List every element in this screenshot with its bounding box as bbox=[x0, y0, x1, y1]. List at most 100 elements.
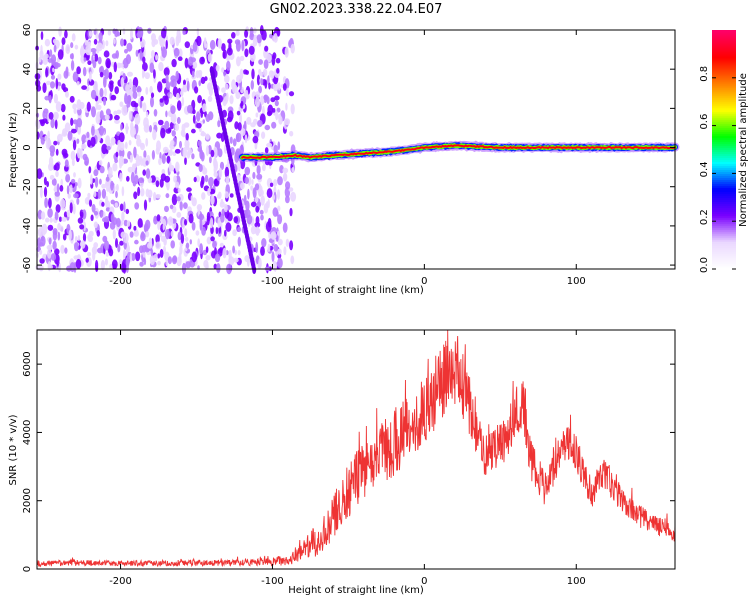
spectrogram-noise-blob bbox=[40, 235, 46, 247]
spectrogram-noise-blob bbox=[225, 176, 230, 185]
spectrogram-noise-blob bbox=[182, 147, 188, 159]
spectrogram-noise-blob bbox=[255, 205, 260, 213]
spectrogram-noise-blob bbox=[47, 248, 52, 259]
spectrogram-noise-blob bbox=[290, 103, 295, 115]
spectrogram-noise-blob bbox=[160, 127, 166, 139]
spectrogram-noise-blob bbox=[48, 237, 52, 245]
colorbar-segment bbox=[712, 35, 736, 39]
spectrogram-noise-blob bbox=[103, 76, 107, 88]
spectrogram-noise-blob bbox=[247, 188, 250, 200]
spectrogram-noise-blob bbox=[165, 74, 169, 83]
spectrogram-noise-blob bbox=[97, 189, 102, 200]
colorbar-segment bbox=[712, 225, 736, 228]
spectrogram-noise-blob bbox=[184, 57, 189, 69]
spectrogram-noise-blob bbox=[234, 121, 239, 130]
spectrogram-noise-blob bbox=[84, 197, 91, 205]
colorbar-segment bbox=[712, 51, 736, 55]
spectrogram-noise-blob bbox=[205, 145, 209, 157]
colorbar-segment bbox=[712, 181, 736, 184]
spectrogram-noise-blob bbox=[119, 203, 124, 212]
spectrogram-noise-blob bbox=[216, 132, 223, 139]
spectrogram-noise-blob bbox=[163, 245, 166, 255]
spectrogram-noise-blob bbox=[76, 117, 83, 128]
spectrogram-noise-blob bbox=[269, 182, 274, 187]
spectrogram-noise-blob bbox=[285, 238, 290, 248]
spectrogram-noise-blob bbox=[232, 229, 237, 237]
spectrogram-noise-blob bbox=[59, 185, 64, 192]
spectrogram-noise-blob bbox=[108, 248, 114, 257]
spectrogram-noise-blob bbox=[224, 191, 229, 199]
spectrogram-noise-blob bbox=[253, 27, 257, 34]
colorbar-segment bbox=[712, 255, 736, 258]
spectrogram-noise-blob bbox=[140, 232, 146, 242]
colorbar-segment bbox=[712, 147, 736, 151]
spectrogram-noise-blob bbox=[88, 199, 93, 207]
spectrogram-noise-blob bbox=[65, 91, 69, 98]
spectrogram-noise-blob bbox=[274, 95, 280, 101]
snr-line bbox=[36, 329, 676, 568]
spectrogram-noise-blob bbox=[114, 28, 119, 38]
figure-title: GN02.2023.338.22.04.E07 bbox=[270, 2, 443, 17]
spectrogram-noise-blob bbox=[289, 130, 294, 137]
spectrogram-noise-blob bbox=[61, 216, 67, 222]
spectrogram-noise-blob bbox=[103, 97, 107, 106]
spectrogram-noise-blob bbox=[76, 138, 80, 144]
spectrogram-noise-blob bbox=[282, 83, 287, 91]
colorbar-segment bbox=[712, 239, 736, 242]
spectrogram-noise-blob bbox=[184, 228, 188, 238]
spectrogram-noise-blob bbox=[266, 188, 273, 199]
spectrogram-noise-blob bbox=[86, 101, 91, 112]
spectrogram-noise-blob bbox=[261, 131, 266, 139]
spectrogram-noise-blob bbox=[179, 140, 182, 149]
spectrogram-noise-blob bbox=[232, 245, 236, 254]
snr-y-tick-label: 4000 bbox=[22, 420, 33, 445]
spectrogram-noise-blob bbox=[140, 40, 145, 48]
spectrogram-noise-blob bbox=[153, 69, 156, 79]
spectrogram-noise-blob bbox=[52, 240, 57, 250]
spectrogram-noise-blob bbox=[224, 166, 230, 179]
colorbar-segment bbox=[712, 119, 736, 123]
colorbar-segment bbox=[712, 39, 736, 43]
spectrogram-noise-blob bbox=[150, 50, 155, 58]
spectrogram-noise-blob bbox=[77, 235, 81, 242]
colorbar-segment bbox=[712, 163, 736, 167]
spectrogram-noise-blob bbox=[49, 49, 53, 57]
spectrogram-noise-blob bbox=[217, 38, 222, 49]
spectrogram-noise-blob bbox=[83, 57, 87, 62]
spectrogram-noise-blob bbox=[36, 168, 43, 180]
spectrogram-noise-blob bbox=[164, 120, 170, 130]
spectrogram-noise-blob bbox=[48, 156, 54, 168]
spectrogram-noise-blob bbox=[158, 158, 162, 166]
spectrogram-noise-blob bbox=[105, 176, 110, 182]
spectrogram-noise-blob bbox=[228, 249, 232, 260]
spectrogram-noise-blob bbox=[143, 258, 147, 266]
spectrogram-noise-blob bbox=[57, 49, 64, 60]
spectrogram-noise-blob bbox=[133, 146, 137, 158]
spectrogram-noise-blob bbox=[62, 114, 66, 121]
spectrogram-noise-blob bbox=[157, 221, 161, 231]
spectrogram-noise-blob bbox=[272, 194, 275, 201]
spectrogram-noise-blob bbox=[130, 154, 133, 160]
spectrogram-noise-blob bbox=[85, 257, 89, 263]
spectrogram-noise-blob bbox=[64, 30, 68, 39]
spectrogram-noise-blob bbox=[202, 103, 207, 113]
snr-x-label: Height of straight line (km) bbox=[288, 585, 424, 596]
spectrogram-noise-blob bbox=[70, 60, 75, 71]
spectrogram-noise-blob bbox=[144, 72, 150, 80]
colorbar-segment bbox=[712, 55, 736, 59]
spectrogram-signal bbox=[237, 140, 680, 163]
spectrogram-noise-blob bbox=[257, 262, 262, 269]
spectrogram-noise-blob bbox=[162, 222, 165, 231]
spectrogram-noise-blob bbox=[252, 135, 259, 144]
spectrogram-y-axis: 60 40 20 0 -20 -40 -60 bbox=[22, 24, 675, 273]
spectrogram-noise-blob bbox=[76, 81, 80, 86]
spectrogram-noise-blob bbox=[272, 207, 279, 217]
spectrogram-noise-blob bbox=[70, 117, 74, 126]
colorbar-segment bbox=[712, 115, 736, 119]
spectrogram-noise-blob bbox=[62, 233, 67, 241]
spectrogram-noise-blob bbox=[205, 114, 211, 123]
spectrogram-noise-blob bbox=[207, 188, 211, 193]
spectrogram-noise-blob bbox=[163, 237, 167, 246]
spectrogram-noise-blob bbox=[291, 167, 295, 173]
spectrogram-noise-blob bbox=[102, 235, 108, 243]
